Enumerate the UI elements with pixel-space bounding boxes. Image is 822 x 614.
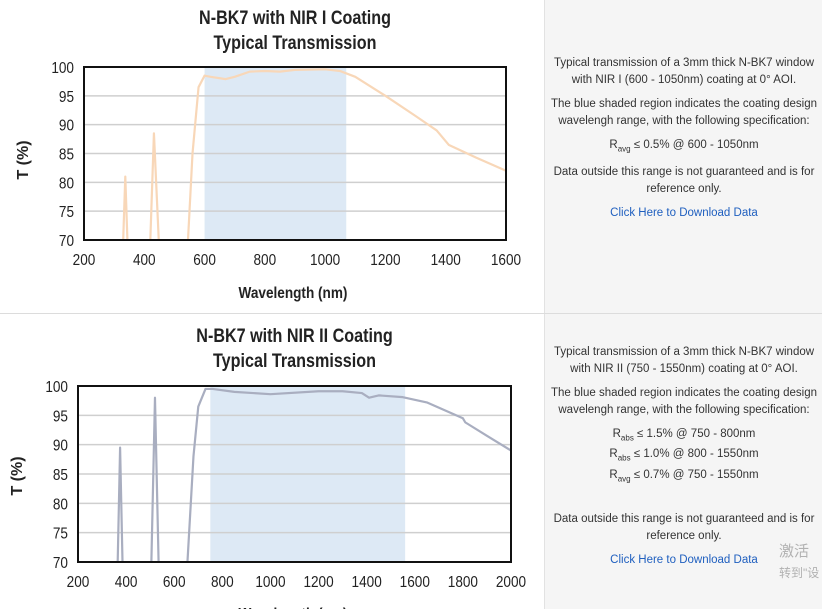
- y-axis-label: T (%): [9, 456, 26, 495]
- x-tick-label: 2000: [496, 574, 526, 591]
- x-tick-label: 1000: [310, 252, 340, 269]
- spec-text: ≤ 1.5% @ 750 - 800nm: [633, 428, 756, 440]
- x-tick-label: 600: [163, 574, 186, 591]
- spec-line: Ravg ≤ 0.5% @ 600 - 1050nm: [545, 137, 822, 157]
- chart-title: N-BK7 with NIR II Coating: [196, 325, 392, 347]
- y-tick-label: 100: [51, 60, 74, 77]
- spec-symbol: R: [612, 428, 621, 440]
- spec-text: ≤ 0.7% @ 750 - 1550nm: [630, 468, 759, 481]
- description-panel-nir-ii: Typical transmission of a 3mm thick N-BK…: [544, 314, 822, 609]
- x-tick-label: 1400: [352, 574, 382, 591]
- y-tick-label: 95: [53, 408, 68, 425]
- spec-text: ≤ 1.0% @ 800 - 1550nm: [630, 448, 759, 461]
- x-tick-label: 1600: [400, 574, 430, 591]
- description-nir-ii: Typical transmission of a 3mm thick N-BK…: [545, 344, 822, 569]
- spec-list: Rabs ≤ 1.5% @ 750 - 800nm Rabs ≤ 1.0% @ …: [545, 426, 822, 487]
- x-tick-label: 1800: [448, 574, 478, 591]
- chart-panel-nir-i: N-BK7 with NIR I Coating Typical Transmis…: [0, 0, 544, 313]
- download-data-link[interactable]: Click Here to Download Data: [610, 553, 758, 566]
- y-tick-label: 80: [59, 175, 74, 192]
- spec-subscript: abs: [620, 433, 634, 443]
- x-tick-label: 200: [67, 574, 90, 591]
- description-panel-nir-i: Typical transmission of a 3mm thick N-BK…: [544, 0, 822, 313]
- y-tick-label: 85: [59, 147, 74, 164]
- y-tick-label: 80: [53, 496, 68, 513]
- description-text: Typical transmission of a 3mm thick N-BK…: [553, 346, 815, 375]
- y-tick-label: 75: [53, 526, 68, 543]
- spec-symbol: R: [609, 448, 618, 461]
- spec-line: Rabs ≤ 1.5% @ 750 - 800nm: [545, 426, 822, 446]
- y-axis-label: T (%): [15, 140, 32, 179]
- y-tick-label: 90: [59, 118, 74, 135]
- spec-symbol: R: [609, 139, 618, 151]
- spec-subscript: avg: [617, 144, 631, 154]
- download-data-link[interactable]: Click Here to Download Data: [610, 207, 758, 220]
- x-tick-label: 800: [254, 252, 277, 269]
- description-shading: The blue shaded region indicates the coa…: [551, 387, 817, 416]
- x-tick-label: 1200: [370, 252, 400, 269]
- chart-panel-nir-ii: N-BK7 with NIR II Coating Typical Transmi…: [0, 314, 544, 614]
- x-tick-label: 1200: [303, 574, 333, 591]
- x-axis-label: Wavelength (nm): [239, 285, 348, 302]
- y-tick-label: 95: [59, 89, 74, 106]
- x-tick-label: 800: [211, 574, 234, 591]
- spec-line: Rabs ≤ 1.0% @ 800 - 1550nm: [545, 446, 822, 466]
- spec-line: Ravg ≤ 0.7% @ 750 - 1550nm: [545, 467, 822, 487]
- x-tick-label: 600: [193, 252, 216, 269]
- chart-title: Typical Transmission: [214, 32, 377, 54]
- transmission-curve: [122, 175, 129, 241]
- description-shading: The blue shaded region indicates the coa…: [551, 98, 817, 127]
- chart-title: N-BK7 with NIR I Coating: [199, 7, 391, 29]
- transmission-curve: [186, 387, 512, 563]
- reference-note: Data outside this range is not guarantee…: [553, 512, 815, 542]
- x-tick-label: 400: [133, 252, 156, 269]
- spec-list: Ravg ≤ 0.5% @ 600 - 1050nm: [545, 137, 822, 157]
- transmission-curve: [149, 132, 160, 241]
- watermark-line-1: 激活: [779, 543, 810, 560]
- y-tick-label: 100: [45, 379, 68, 396]
- plot-frame: [77, 385, 512, 563]
- y-tick-label: 90: [53, 438, 68, 455]
- chart-nir-i: N-BK7 with NIR I Coating Typical Transmis…: [15, 7, 521, 303]
- chart-title: Typical Transmission: [213, 350, 376, 372]
- spec-text: ≤ 0.5% @ 600 - 1050nm: [630, 139, 759, 151]
- plot-frame: [83, 66, 507, 241]
- reference-note: Data outside this range is not guarantee…: [553, 166, 815, 196]
- x-tick-label: 400: [115, 574, 138, 591]
- description-nir-i: Typical transmission of a 3mm thick N-BK…: [545, 55, 822, 222]
- spec-subscript: avg: [617, 473, 631, 483]
- x-tick-label: 1600: [491, 252, 521, 269]
- y-tick-label: 75: [59, 204, 74, 221]
- spec-symbol: R: [609, 468, 618, 481]
- transmission-curve: [186, 68, 507, 241]
- chart-nir-ii: N-BK7 with NIR II Coating Typical Transmi…: [9, 325, 526, 614]
- transmission-curve: [150, 396, 160, 563]
- y-tick-label: 70: [59, 233, 74, 250]
- divider: [0, 313, 822, 314]
- spec-subscript: abs: [617, 453, 631, 463]
- x-tick-label: 1000: [255, 574, 285, 591]
- x-tick-label: 1400: [431, 252, 461, 269]
- watermark-line-2: 转到"设: [779, 566, 820, 580]
- description-text: Typical transmission of a 3mm thick N-BK…: [553, 57, 815, 86]
- x-tick-label: 200: [73, 252, 96, 269]
- y-tick-label: 70: [53, 555, 68, 572]
- transmission-curve: [116, 446, 124, 563]
- y-tick-label: 85: [53, 467, 68, 484]
